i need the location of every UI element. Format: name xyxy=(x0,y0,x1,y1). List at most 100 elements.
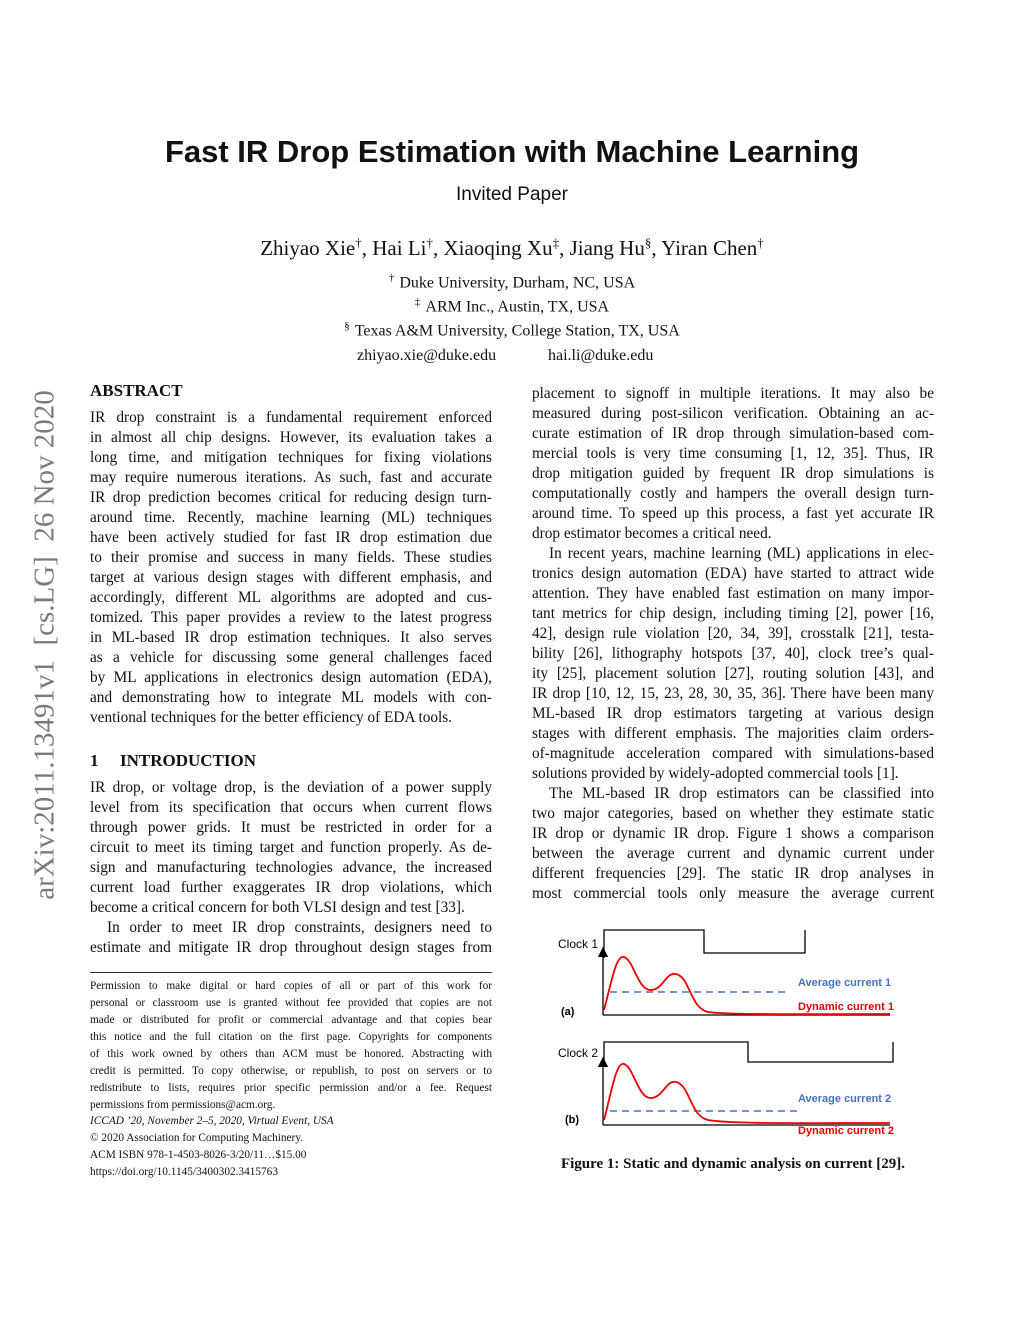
footnote-line: permissions from permissions@acm.org. xyxy=(90,1099,276,1111)
text-line: drop mitigation guided by frequent IR dr… xyxy=(532,465,934,482)
affiliation-text: Texas A&M University, College Station, T… xyxy=(354,322,680,340)
author-mark: † xyxy=(355,235,362,250)
publication-info: ICCAD ’20, November 2–5, 2020, Virtual E… xyxy=(90,1113,492,1181)
author-name: Hai Li xyxy=(372,236,427,260)
footnote-line: Permission to make digital or hard copie… xyxy=(90,980,492,992)
author-mark: § xyxy=(644,235,652,250)
dynamic-curve xyxy=(603,956,891,1016)
text-line: tomized. This paper provides a review to… xyxy=(90,609,492,626)
text-line: 42], design rule violation [20, 34, 39],… xyxy=(532,625,934,642)
text-line: mercial tools is very time consuming [1,… xyxy=(532,445,934,462)
text-line: sign and manufacturing technologies adva… xyxy=(90,859,492,876)
venue: ICCAD ’20, November 2–5, 2020, Virtual E… xyxy=(90,1115,334,1127)
text-line: long time, and mitigation techniques for… xyxy=(90,449,492,466)
footnote-line: redistribute to lists, requires prior sp… xyxy=(90,1082,492,1094)
figure-label: (a) xyxy=(561,1006,575,1018)
text-line: of-magnitude acceleration compared with … xyxy=(532,745,934,762)
paper-subtitle: Invited Paper xyxy=(456,184,568,205)
affiliation: † Duke University, Durham, NC, USA xyxy=(0,272,1024,292)
abstract-body: IR drop constraint is a fundamental requ… xyxy=(90,408,492,728)
figure-label: Average current 1 xyxy=(798,977,891,989)
figure-label: (b) xyxy=(565,1114,579,1126)
author-name: Zhiyao Xie xyxy=(260,236,356,260)
introduction-body: IR drop, or voltage drop, is the deviati… xyxy=(90,778,492,958)
text-line: level from its specification that occurs… xyxy=(90,799,492,816)
text-line: become a critical concern for both VLSI … xyxy=(90,899,465,916)
affiliation: ‡ ARM Inc., Austin, TX, USA xyxy=(0,296,1024,316)
text-line: and demonstrating how to integrate ML mo… xyxy=(90,689,492,706)
text-line: computationally costly and hampers the o… xyxy=(532,485,934,502)
figure-label: Dynamic current 1 xyxy=(798,1001,894,1013)
text-line: IR drop or dynamic IR drop. Figure 1 sho… xyxy=(532,825,934,842)
text-line: tant metrics for chip design, including … xyxy=(532,605,934,622)
text-line: drop estimator becomes a critical need. xyxy=(532,525,772,542)
figure-label: Average current 2 xyxy=(798,1093,891,1105)
author-name: Xiaoqing Xu xyxy=(443,236,553,260)
footnote-line: personal or classroom use is granted wit… xyxy=(90,997,492,1009)
footnote-line: this notice and the full citation on the… xyxy=(90,1031,492,1043)
permission-notice: Permission to make digital or hard copie… xyxy=(90,978,492,1114)
text-line: different frequencies [29]. The static I… xyxy=(532,865,934,882)
text-line: ML-based IR drop estimators targeting at… xyxy=(532,705,934,722)
copyright: © 2020 Association for Computing Machine… xyxy=(90,1132,304,1144)
separator: , xyxy=(651,236,662,260)
text-line: to their promise and success in many fie… xyxy=(90,549,492,566)
affiliation-text: Duke University, Durham, NC, USA xyxy=(399,274,636,292)
separator: , xyxy=(361,236,373,260)
author-mark: ‡ xyxy=(552,235,560,250)
text-line: by ML applications in electronics design… xyxy=(90,669,492,686)
figure: Clock 1 (a) Average current 1 Dynamic cu… xyxy=(558,929,894,1137)
author-list: Zhiyao Xie†, Hai Li†, Xiaoqing Xu‡, Jian… xyxy=(0,235,1024,261)
doi: https://doi.org/10.1145/3400302.3415763 xyxy=(90,1166,278,1178)
text-line: stages with different emphasis. The majo… xyxy=(532,725,934,742)
footnote-line: of this work owned by others than ACM mu… xyxy=(90,1048,492,1060)
affiliation-mark: ‡ xyxy=(414,296,421,308)
text-line: current load further exaggerates IR drop… xyxy=(90,879,492,896)
text-line: measured during post-silicon verificatio… xyxy=(532,405,934,422)
email: zhiyao.xie@duke.edu xyxy=(357,347,497,364)
footnote-line: credit is permitted. To copy otherwise, … xyxy=(90,1065,492,1077)
text-line: ventional techniques for the better effi… xyxy=(90,709,453,726)
text-line: may require numerous iterations. As such… xyxy=(90,469,492,486)
author-name: Jiang Hu xyxy=(569,236,645,260)
right-column-body: placement to signoff in multiple iterati… xyxy=(532,384,934,904)
text-line: target at various design stages with dif… xyxy=(90,569,492,586)
author-name: Yiran Chen xyxy=(661,236,758,260)
text-line: IR drop [10, 12, 15, 23, 28, 30, 35, 36]… xyxy=(532,685,934,702)
text-line: in ML-based IR drop estimation technique… xyxy=(90,629,492,646)
text-line: curate estimation of IR drop through sim… xyxy=(532,425,934,442)
text-line: In order to meet IR drop constraints, de… xyxy=(107,919,492,936)
text-line: IR drop constraint is a fundamental requ… xyxy=(90,409,492,426)
clock-wave xyxy=(603,929,806,958)
figure-label: Clock 2 xyxy=(558,1046,598,1060)
clock-wave xyxy=(603,1041,894,1067)
text-line: tronics design automation (EDA) have sta… xyxy=(532,565,934,582)
text-line: through power grids. It must be restrict… xyxy=(90,819,492,836)
text-line: attention. They have enabled fast estima… xyxy=(532,585,934,602)
dynamic-curve xyxy=(603,1063,891,1125)
text-line: in almost all chip designs. However, its… xyxy=(90,429,492,446)
text-line: ity [25], placement solution [27], routi… xyxy=(532,665,934,682)
text-line: solutions provided by widely-adopted com… xyxy=(532,765,899,782)
text-line: In recent years, machine learning (ML) a… xyxy=(549,545,934,562)
text-line: bility [26], lithography hotspots [37, 4… xyxy=(532,645,934,662)
separator: , xyxy=(559,236,570,260)
figure-caption: Figure 1: Static and dynamic analysis on… xyxy=(560,1156,906,1172)
text-line: around time. Recently, machine learning … xyxy=(90,509,492,526)
section-heading: ABSTRACT xyxy=(90,381,183,400)
footnote-line: made or distributed for profit or commer… xyxy=(90,1014,492,1026)
footnote-rule xyxy=(90,972,492,973)
arxiv-stamp: arXiv:2011.13491v1 [cs.LG] 26 Nov 2020 xyxy=(28,390,61,900)
email: hai.li@duke.edu xyxy=(548,347,654,364)
section-number: 1 xyxy=(90,751,99,770)
author-mark: † xyxy=(757,235,764,250)
text-line: have been actively studied for fast IR d… xyxy=(90,529,492,546)
section-heading: INTRODUCTION xyxy=(120,751,257,770)
affiliation: § Texas A&M University, College Station, … xyxy=(0,320,1024,340)
figure-label: Clock 1 xyxy=(558,937,598,951)
text-line: IR drop, or voltage drop, is the deviati… xyxy=(90,779,492,796)
text-line: accordingly, different ML algorithms are… xyxy=(90,589,492,606)
text-line: as a vehicle for discussing some general… xyxy=(90,649,492,666)
text-line: The ML-based IR drop estimators can be c… xyxy=(549,785,934,802)
